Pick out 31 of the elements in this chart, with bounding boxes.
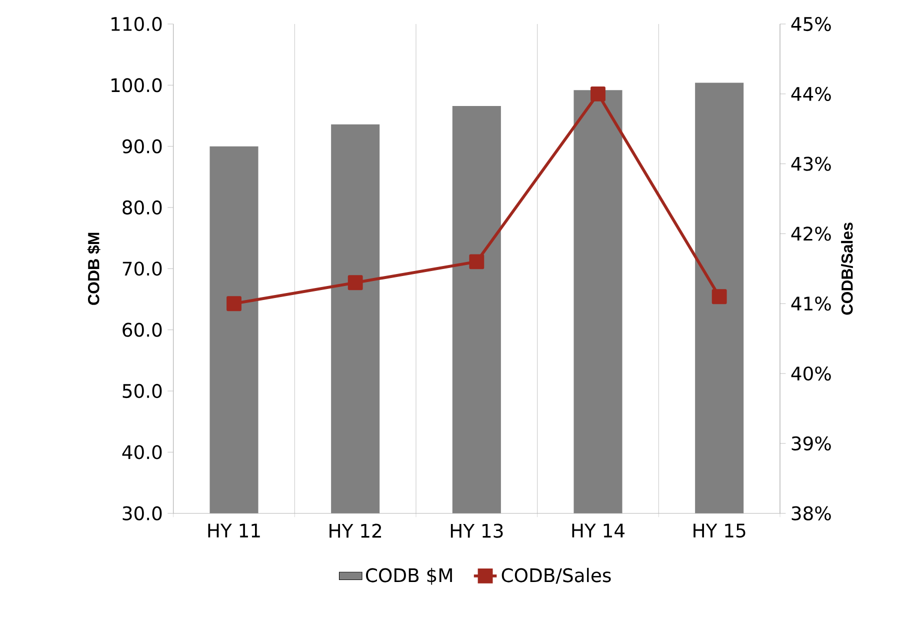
legend-label: CODB $M (366, 568, 452, 585)
y2-tick-label: 43% (791, 156, 831, 171)
y2-tick-label: 44% (791, 86, 831, 101)
point (469, 254, 484, 269)
y-tick-label: 100.0 (112, 78, 162, 92)
y2-tick-label: 40% (791, 366, 831, 380)
y-tick-label: 50.0 (122, 384, 162, 398)
y-tick-label: 70.0 (122, 261, 162, 276)
y-axis-title: CODB $M (87, 232, 100, 305)
point (712, 289, 727, 304)
legend-label: CODB/Sales (502, 568, 611, 584)
x-tick-label: HY 13 (450, 524, 503, 538)
y-tick-label: 90.0 (122, 139, 162, 154)
y2-tick-label: 39% (792, 436, 831, 450)
x-tick-label: HY 11 (208, 524, 260, 538)
y2-tick-label: 38% (792, 506, 831, 520)
y2-axis-title: CODB/Sales (841, 222, 853, 315)
y-tick-label: 60.0 (122, 322, 162, 337)
y-tick-label: 30.0 (122, 506, 162, 520)
x-tick-label: HY 15 (694, 524, 746, 538)
y-tick-label: 110.0 (112, 16, 162, 31)
y2-tick-label: 41% (791, 296, 831, 311)
point (348, 275, 363, 290)
point (226, 296, 242, 311)
y-tick-label: 40.0 (122, 444, 162, 460)
point (590, 86, 606, 102)
y2-tick-label: 42% (791, 226, 831, 241)
x-tick-label: HY 14 (572, 524, 624, 538)
y2-tick-label: 45% (791, 16, 831, 31)
x-tick-label: HY 12 (330, 524, 382, 538)
y-tick-label: 80.0 (122, 200, 162, 214)
